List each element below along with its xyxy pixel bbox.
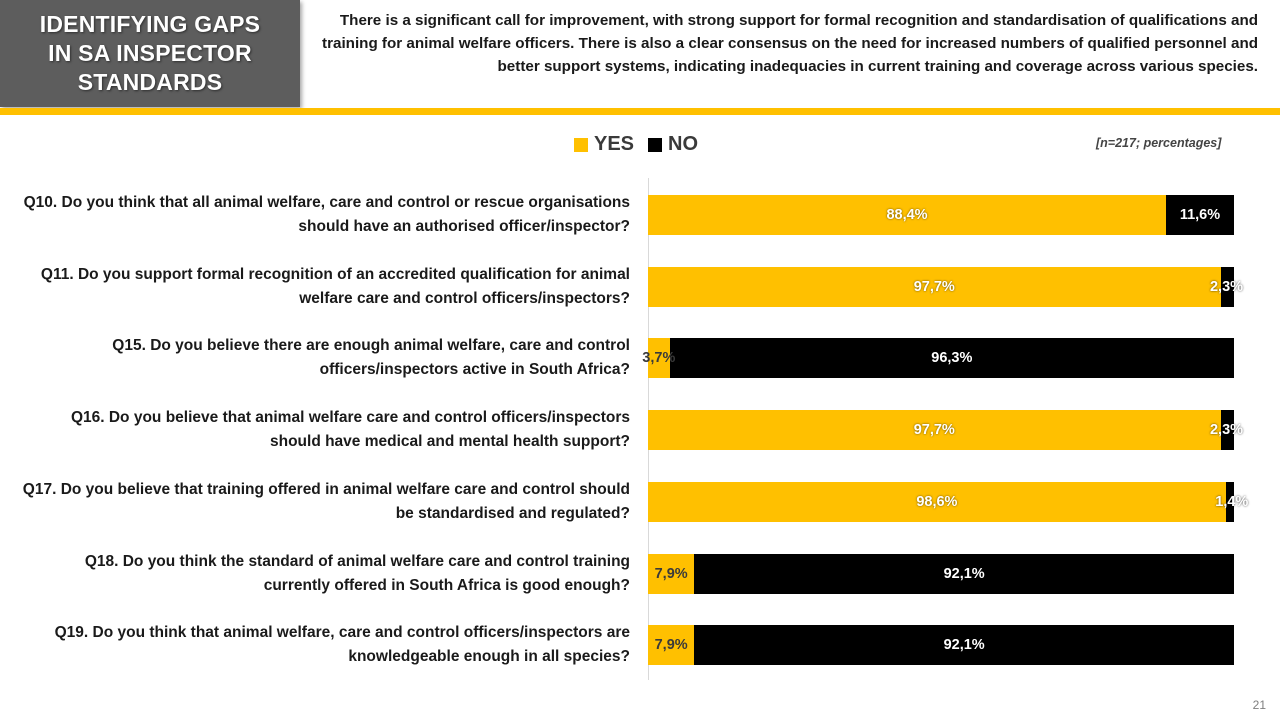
bar-row: 7,9% 92,1% <box>648 625 1234 666</box>
bar-row: 3,7% 96,3% <box>642 338 1234 379</box>
data-label-yes: 7,9% <box>654 637 688 654</box>
bar-no <box>669 338 1234 379</box>
bar-row: 97,7% 2,3% <box>648 410 1243 451</box>
bar-yes <box>648 195 1167 235</box>
data-label-yes: 3,7% <box>642 350 676 367</box>
legend-swatch-no <box>648 137 663 152</box>
question-label: Q18. Do you think the standard of animal… <box>84 552 630 594</box>
bar-yes <box>648 625 695 666</box>
data-label-yes: 97,7% <box>913 422 955 439</box>
legend-item-yes: YES <box>574 133 634 156</box>
bar-no <box>694 625 1234 666</box>
data-label-yes: 98,6% <box>916 493 958 510</box>
page-number: 21 <box>1252 698 1266 712</box>
question-label: Q16. Do you believe that animal welfare … <box>70 409 630 451</box>
data-label-no: 92,1% <box>943 565 985 582</box>
header-divider <box>0 108 1280 115</box>
slide-title-line-1: IDENTIFYING GAPS <box>39 11 261 37</box>
data-label-no: 2,3% <box>1209 422 1244 439</box>
sample-note: [n=217; percentages] <box>1096 136 1222 150</box>
data-label-yes: 88,4% <box>886 207 928 223</box>
slide-title-line-2: IN SA INSPECTOR <box>48 40 252 66</box>
bar-yes <box>648 410 1221 451</box>
question-label: Q10. Do you think that all animal welfar… <box>23 194 630 235</box>
chart-legend: YES NO <box>574 133 712 156</box>
bar-yes <box>648 481 1226 522</box>
data-label-no: 11,6% <box>1179 207 1221 223</box>
data-label-no: 2,3% <box>1209 278 1244 295</box>
bar-no <box>1225 481 1234 522</box>
bar-row: 98,6% 1,4% <box>648 481 1248 522</box>
slide-title-box: IDENTIFYING GAPS IN SA INSPECTOR STANDAR… <box>0 0 300 107</box>
data-label-no: 92,1% <box>943 637 985 654</box>
data-label-yes: 7,9% <box>654 565 688 582</box>
legend-swatch-yes <box>574 137 588 152</box>
data-label-no: 96,3% <box>931 350 973 367</box>
data-label-yes: 97,7% <box>913 278 955 295</box>
bar-row: 88,4% 11,6% <box>648 195 1234 235</box>
bar-yes <box>648 338 670 379</box>
bar-row: 7,9% 92,1% <box>648 553 1234 594</box>
question-label: Q17. Do you believe that training offere… <box>22 480 630 522</box>
bar-no <box>1220 410 1234 451</box>
bar-no <box>694 553 1234 594</box>
question-label: Q19. Do you think that animal welfare, c… <box>54 624 630 666</box>
bar-yes <box>648 553 695 594</box>
bar-row: 97,7% 2,3% <box>648 266 1243 307</box>
legend-label-no: NO <box>668 133 699 155</box>
data-label-no: 1,4% <box>1215 493 1249 510</box>
legend-item-no: NO <box>648 133 698 156</box>
question-label: Q15. Do you believe there are enough ani… <box>112 337 630 379</box>
bar-no <box>1220 266 1234 307</box>
summary-text: There is a significant call for improvem… <box>322 12 1258 75</box>
slide-title-line-3: STANDARDS <box>77 69 223 95</box>
question-label: Q11. Do you support formal recognition o… <box>40 265 630 307</box>
bar-yes <box>648 266 1221 307</box>
legend-label-yes: YES <box>594 133 635 155</box>
bar-no <box>1166 195 1234 235</box>
